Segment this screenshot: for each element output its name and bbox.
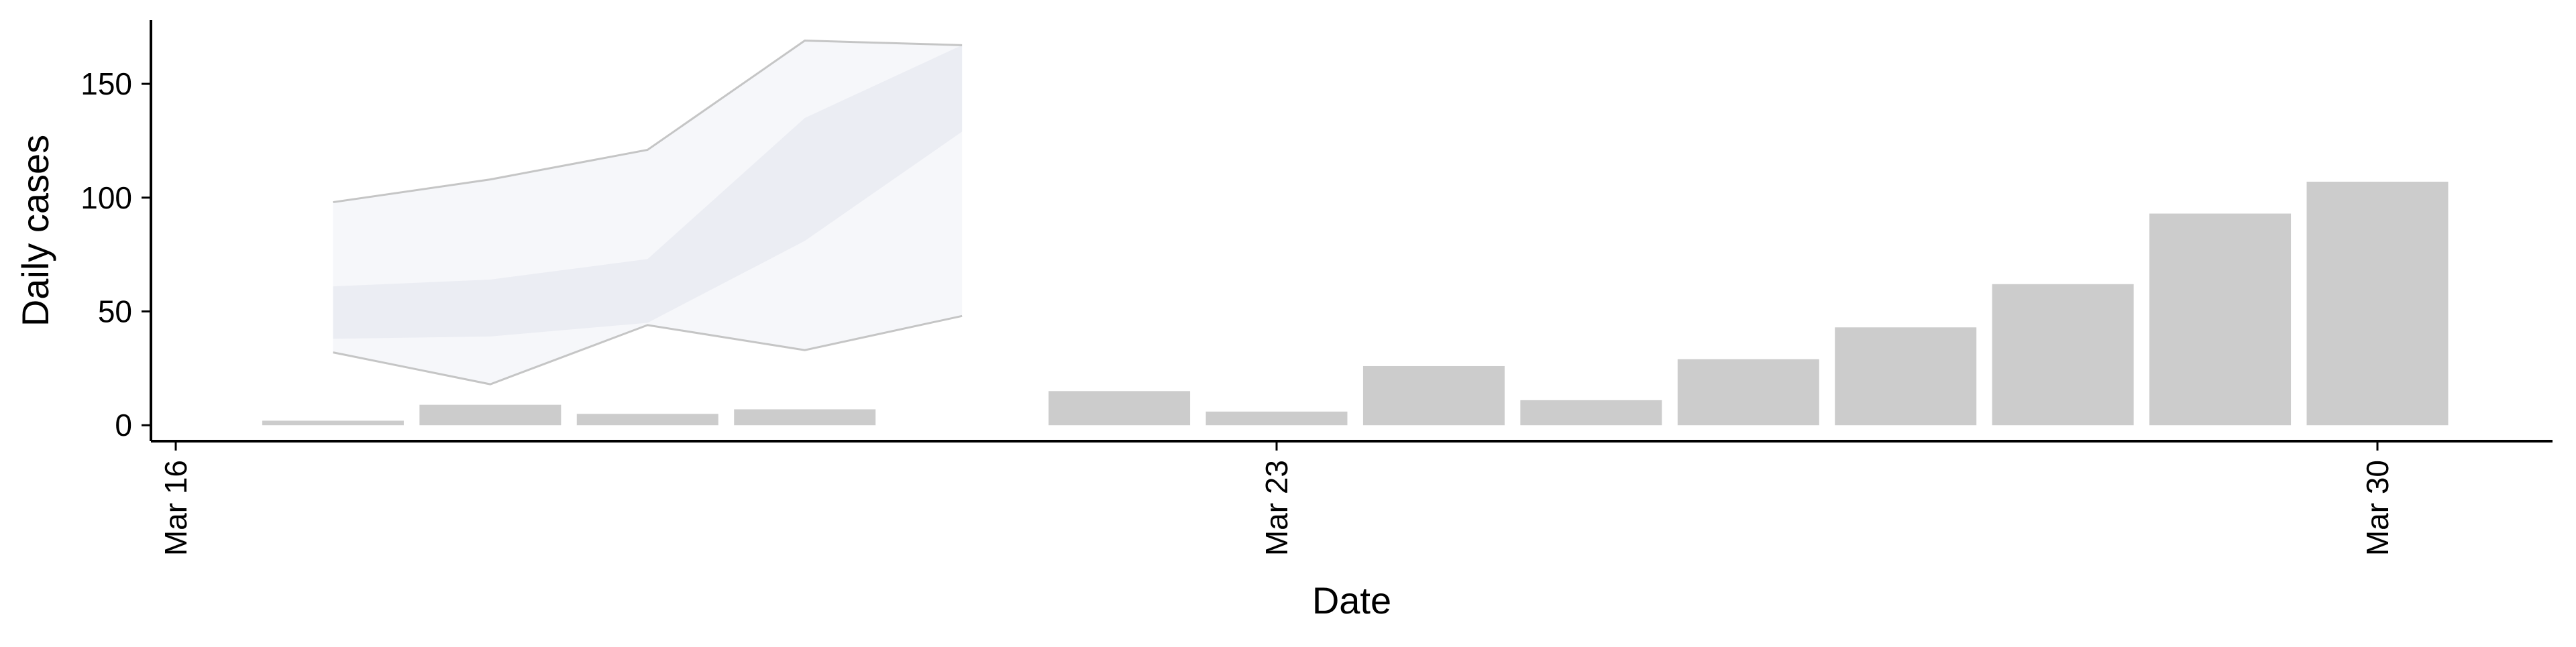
axes-layer	[150, 20, 2553, 443]
x-axis-title: Date	[1312, 579, 1391, 622]
bar	[2306, 182, 2449, 426]
forecast-outer-band	[333, 40, 963, 385]
bar	[1049, 391, 1191, 426]
y-tick-label: 50	[98, 294, 132, 329]
bar	[1992, 284, 2134, 426]
bar	[576, 414, 718, 426]
bar	[1362, 365, 1505, 426]
forecast-upper-bound-line	[333, 40, 963, 204]
y-tick-label: 0	[115, 408, 132, 443]
bar	[1520, 400, 1662, 426]
bar	[1835, 327, 1977, 426]
forecast-lower-bound-line	[333, 314, 963, 386]
bar	[262, 420, 404, 426]
bar	[734, 409, 876, 426]
bar	[1205, 411, 1348, 426]
y-axis-title: Daily cases	[14, 135, 56, 327]
bars-layer	[262, 182, 2449, 426]
bar	[2149, 213, 2292, 426]
ticks-layer: 0 50 100 150 Mar 16 Mar 23 Mar 30	[80, 66, 2395, 556]
x-tick-label: Mar 30	[2360, 460, 2395, 556]
x-tick-label: Mar 16	[158, 460, 193, 556]
forecast-inner-band	[333, 45, 963, 339]
forecast-band-layer	[333, 40, 963, 386]
y-tick-label: 150	[80, 66, 132, 101]
y-tick-label: 100	[80, 180, 132, 215]
bar	[419, 404, 561, 426]
x-tick-label: Mar 23	[1259, 460, 1294, 556]
bar	[1677, 359, 1819, 426]
